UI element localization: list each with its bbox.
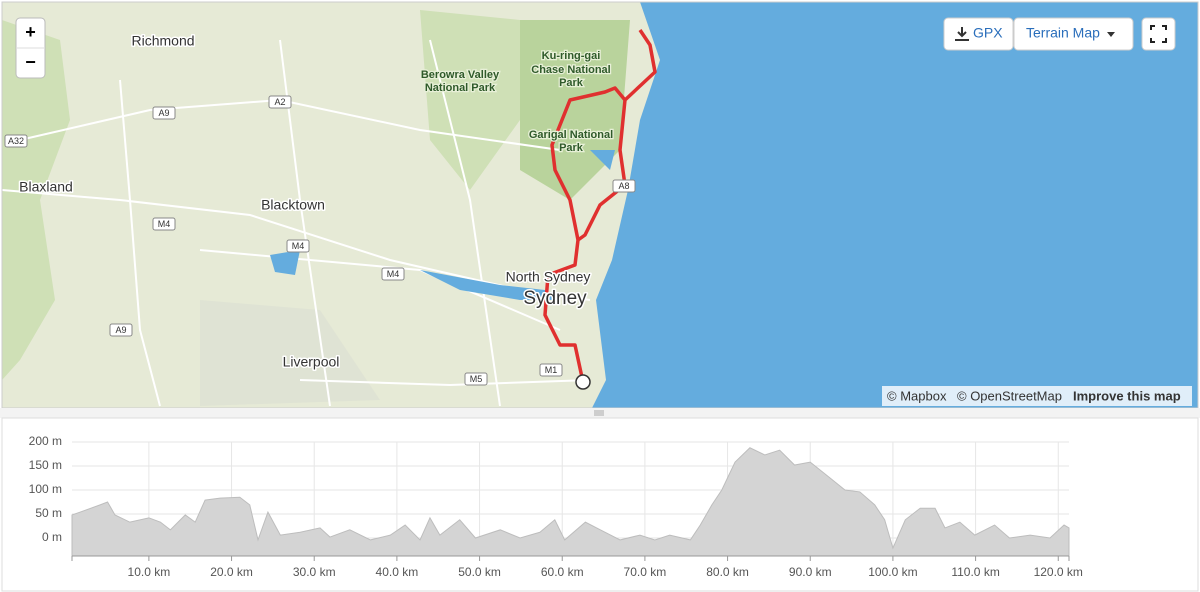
forest bbox=[420, 10, 520, 190]
shield-box bbox=[4, 134, 28, 148]
road-shield: M4 bbox=[286, 239, 310, 253]
x-tick-label: 50.0 km bbox=[458, 565, 501, 579]
x-tick-label: 110.0 km bbox=[951, 565, 999, 579]
sea bbox=[592, 2, 1198, 408]
place-label: Garigal National bbox=[529, 129, 613, 141]
road-label: M4 bbox=[158, 219, 171, 229]
lake bbox=[270, 250, 300, 275]
shield-box bbox=[268, 95, 292, 109]
y-tick-label: 150 m bbox=[29, 458, 62, 472]
map-type-box[interactable] bbox=[1013, 17, 1134, 51]
road-shield: M4 bbox=[152, 217, 176, 231]
finish-marker bbox=[575, 374, 591, 390]
x-tick-label: 20.0 km bbox=[210, 565, 253, 579]
road-label: A9 bbox=[158, 108, 169, 118]
x-tick-label: 30.0 km bbox=[293, 565, 336, 579]
y-tick-label: 100 m bbox=[29, 482, 62, 496]
road-shield: M4 bbox=[381, 267, 405, 281]
place-label: Liverpool bbox=[283, 354, 340, 370]
fullscreen-button[interactable] bbox=[1141, 17, 1176, 51]
shield-box bbox=[464, 372, 488, 386]
shield-box bbox=[152, 106, 176, 120]
y-tick-label: 200 m bbox=[29, 434, 62, 448]
place-label: Park bbox=[559, 142, 584, 154]
place-label: Sydney bbox=[523, 288, 587, 309]
road-label: M4 bbox=[387, 269, 400, 279]
y-tick-label: 0 m bbox=[42, 530, 62, 544]
shield-box bbox=[152, 217, 176, 231]
attribution-bg bbox=[882, 386, 1192, 406]
attribution-mapbox[interactable]: © Mapbox bbox=[887, 388, 947, 403]
caret bbox=[1107, 32, 1115, 37]
x-tick-label: 70.0 km bbox=[624, 565, 667, 579]
place-label: North Sydney bbox=[506, 269, 591, 285]
x-tick-label: 100.0 km bbox=[868, 565, 917, 579]
road-shield: A8 bbox=[612, 179, 636, 193]
map: + − GPX Terrain Map © Mapbox © OpenStree… bbox=[1, 1, 1199, 409]
zoom-in[interactable]: + bbox=[25, 22, 36, 42]
fullscreen-icon bbox=[1150, 25, 1167, 43]
shield-box bbox=[286, 239, 310, 253]
harbour bbox=[420, 270, 560, 300]
road-shield: M1 bbox=[539, 363, 563, 377]
elevation-chart: 0 m 50 m 100 m 150 m 200 m 10.0 km 20.0 km 30.0… bbox=[29, 434, 1083, 579]
forest bbox=[2, 20, 70, 380]
road-label: A9 bbox=[115, 325, 126, 335]
place-label: National Park bbox=[425, 82, 496, 94]
zoom-out[interactable]: − bbox=[25, 52, 36, 72]
road-label: A32 bbox=[8, 136, 24, 146]
map-type-label[interactable]: Terrain Map bbox=[1026, 25, 1100, 41]
y-tick-label: 50 m bbox=[35, 506, 62, 520]
place-label: Blaxland bbox=[19, 179, 73, 195]
x-tick-label: 80.0 km bbox=[706, 565, 749, 579]
lake bbox=[590, 150, 615, 170]
road-shield: A32 bbox=[4, 134, 28, 148]
shield-box bbox=[109, 323, 133, 337]
place-label: Ku-ring-gai bbox=[542, 50, 601, 62]
elevation-area bbox=[71, 447, 1070, 557]
road-shield: M5 bbox=[464, 372, 488, 386]
x-tick-label: 90.0 km bbox=[789, 565, 832, 579]
road-shield: A9 bbox=[109, 323, 133, 337]
chart-panel bbox=[1, 417, 1199, 592]
place-label: Blacktown bbox=[261, 197, 325, 213]
map-type-button[interactable]: Terrain Map bbox=[1013, 17, 1134, 51]
gpx-label[interactable]: GPX bbox=[973, 25, 1003, 41]
improve-map-link[interactable]: Improve this map bbox=[1073, 388, 1181, 403]
place-label: Chase National bbox=[531, 64, 610, 76]
road-label: A2 bbox=[274, 97, 285, 107]
x-tick-label: 10.0 km bbox=[128, 565, 171, 579]
resize-handle bbox=[594, 410, 604, 416]
place-label: Richmond bbox=[131, 33, 194, 49]
attribution-osm[interactable]: © OpenStreetMap bbox=[957, 388, 1062, 403]
x-tick-label: 120.0 km bbox=[1034, 565, 1083, 579]
urban bbox=[200, 300, 380, 406]
download-icon bbox=[955, 27, 969, 41]
x-tick-label: 40.0 km bbox=[376, 565, 419, 579]
shield-box bbox=[539, 363, 563, 377]
road-label: M5 bbox=[470, 374, 483, 384]
place-label: Berowra Valley bbox=[421, 69, 500, 81]
gpx-box[interactable] bbox=[943, 17, 1014, 51]
shield-box bbox=[381, 267, 405, 281]
x-tick-label: 60.0 km bbox=[541, 565, 584, 579]
road-label: A8 bbox=[618, 181, 629, 191]
gpx-button[interactable]: GPX bbox=[943, 17, 1014, 51]
road-label: M4 bbox=[292, 241, 305, 251]
road-shield: A2 bbox=[268, 95, 292, 109]
fullscreen-box[interactable] bbox=[1141, 17, 1176, 51]
road-shield: A9 bbox=[152, 106, 176, 120]
road-label: M1 bbox=[545, 365, 558, 375]
shield-box bbox=[612, 179, 636, 193]
place-label: Park bbox=[559, 77, 584, 89]
zoom-control: + − bbox=[15, 17, 46, 79]
